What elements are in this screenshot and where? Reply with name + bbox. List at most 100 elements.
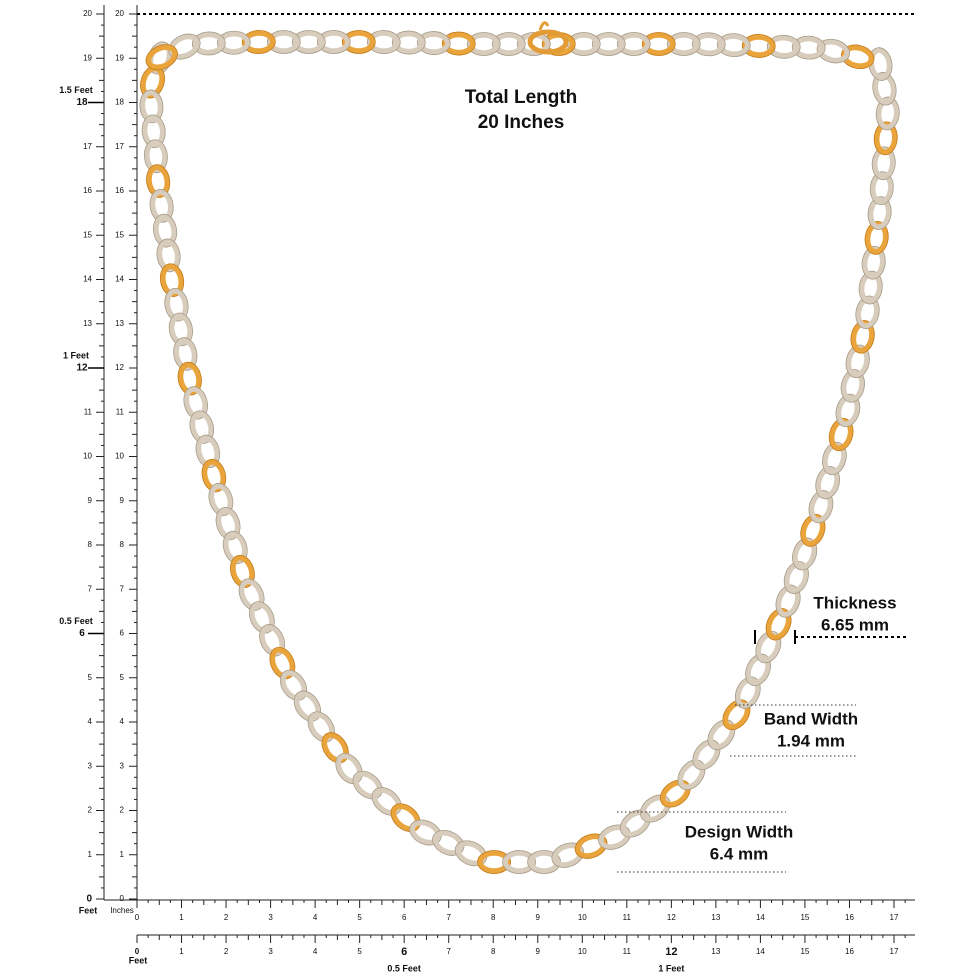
chain-link	[873, 121, 898, 156]
feet-number: 12	[76, 363, 88, 374]
ruler-number: 2	[88, 806, 93, 815]
chain-link	[707, 719, 736, 750]
chain-link-edge	[666, 32, 701, 56]
ruler-number: 10	[115, 452, 124, 461]
feet-label: 1.5 Feet	[59, 85, 93, 95]
chain-link	[392, 30, 426, 55]
chain-link	[872, 72, 897, 106]
chain-link-edge	[591, 32, 626, 56]
feet-number: 6	[79, 628, 85, 639]
chain-link	[840, 369, 865, 403]
chain-link	[791, 35, 826, 60]
chain-link	[868, 47, 893, 81]
chain-link-edge	[390, 803, 421, 832]
chain-link-edge	[677, 759, 706, 791]
chain-link-edge	[335, 752, 363, 785]
chain-link	[195, 434, 220, 468]
feet-label: 1 Feet	[658, 963, 684, 973]
chain-link-edge	[574, 833, 608, 859]
chain-link-edge	[850, 320, 875, 354]
ruler-number: 3	[120, 761, 125, 770]
chain-link	[352, 770, 383, 800]
ruler-number: 7	[446, 913, 451, 922]
chain-link	[238, 578, 265, 611]
ruler-number: 16	[115, 186, 124, 195]
chain-link	[660, 779, 691, 808]
chain-link-edge	[189, 410, 215, 444]
chain-link-edge	[775, 584, 801, 618]
ruler-number: 2	[120, 806, 125, 815]
feet-label: 1 Feet	[63, 350, 89, 360]
ruler-number: 2	[224, 947, 229, 956]
chain-link	[620, 809, 651, 838]
chain-link	[201, 459, 227, 493]
chain-link-edge	[183, 386, 208, 420]
chain-link-edge	[841, 44, 875, 70]
chain-link-edge	[177, 361, 202, 396]
chain-link	[222, 531, 248, 564]
ruler-number: 4	[88, 717, 93, 726]
ruler-number: 7	[88, 584, 93, 593]
ruler-number: 15	[83, 230, 92, 239]
ruler-number: 10	[83, 452, 92, 461]
chain-link	[317, 30, 351, 54]
chain-link	[409, 819, 442, 846]
chain-link	[217, 30, 251, 55]
chain-link	[321, 732, 349, 764]
chain-link-edge	[416, 31, 451, 55]
chain-link	[822, 442, 847, 475]
chain-link-edge	[861, 245, 886, 280]
chain-link	[592, 32, 626, 56]
chain-link	[467, 32, 501, 56]
chain-link-edge	[168, 312, 193, 347]
chain-link	[215, 507, 241, 540]
chain-link-edge	[845, 344, 870, 379]
chain-link	[574, 833, 608, 859]
chain-link	[492, 32, 526, 56]
chain-link	[551, 842, 584, 868]
chain-link-edge	[293, 690, 322, 722]
chain-link	[835, 393, 861, 427]
chain-link-edge	[869, 171, 894, 206]
chain-link	[168, 312, 193, 346]
chain-link	[432, 830, 465, 856]
chain-link-edge	[156, 238, 181, 273]
unit-label: Inches	[110, 906, 134, 915]
chain-link-edge	[491, 32, 526, 56]
chain-link	[861, 246, 886, 280]
chain-link	[292, 30, 326, 54]
ruler-number: 12	[665, 946, 677, 958]
chain-link	[845, 344, 870, 378]
chain-link-edge	[432, 829, 465, 856]
ruler-number: 0	[86, 894, 92, 905]
total-length-title: Total Length	[465, 87, 578, 108]
chain-link-edge	[454, 840, 488, 867]
chain-link	[828, 418, 854, 451]
chain-link	[177, 361, 202, 396]
chain-link	[692, 739, 721, 770]
chain-link	[567, 32, 601, 56]
ruler-number: 15	[800, 913, 809, 922]
chain-link-edge	[321, 732, 349, 764]
chain-link-edge	[766, 34, 801, 59]
chain-link-edge	[755, 630, 782, 664]
chain-link	[173, 337, 198, 371]
ruler-number: 20	[115, 9, 124, 18]
design-width-title: Design Width	[685, 822, 793, 841]
feet-number: 18	[76, 97, 88, 108]
ruler-number: 3	[268, 913, 273, 922]
chain-link-edge	[291, 30, 326, 54]
ruler-number: 10	[578, 947, 587, 956]
chain-link-edge	[808, 490, 834, 524]
chain-link	[735, 676, 761, 709]
chain-link	[640, 794, 671, 823]
chain-link-edge	[143, 139, 168, 174]
ruler-number: 13	[711, 947, 720, 956]
ruler-number: 1	[179, 947, 184, 956]
chain-link-edge	[316, 30, 351, 54]
ruler-number: 3	[268, 947, 273, 956]
chain-link-edge	[722, 699, 751, 731]
chain-link	[841, 44, 875, 69]
ruler-number: 4	[313, 947, 318, 956]
chain-link	[230, 555, 255, 588]
